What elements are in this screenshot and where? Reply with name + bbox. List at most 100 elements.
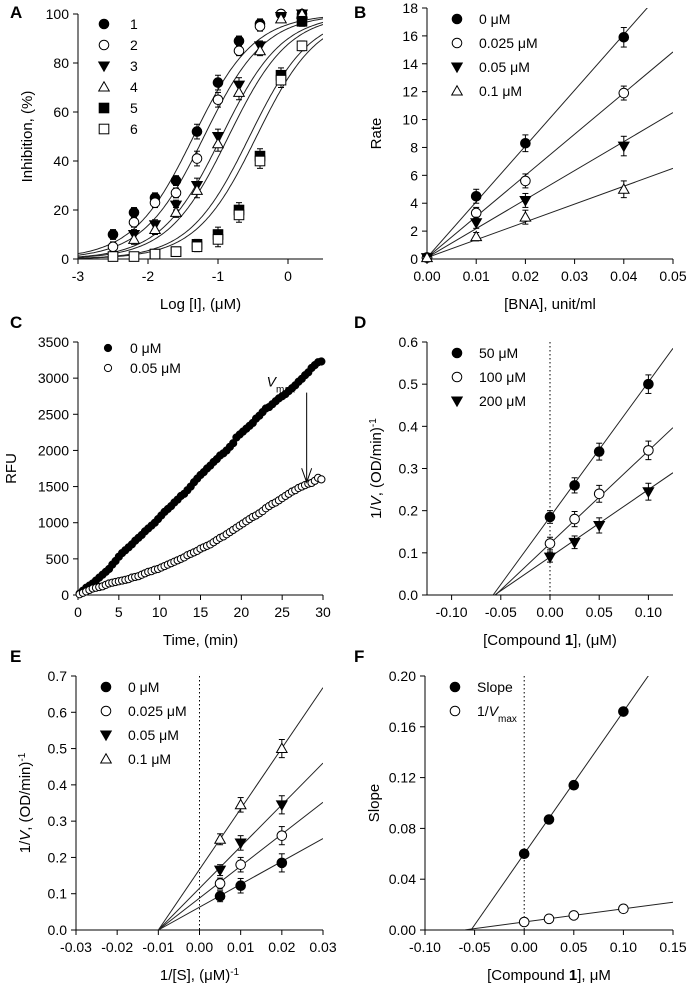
x-tick-label: -0.10 <box>436 604 468 620</box>
y-axis-label-part: V <box>368 494 385 506</box>
y-tick-label: 0.04 <box>389 871 416 887</box>
x-tick-label: 15 <box>193 604 209 620</box>
legend: 50 μM 100 μM 200 μM <box>450 345 526 409</box>
x-tick-label: 0.02 <box>268 939 295 955</box>
x-tick-label: 0.05 <box>560 939 587 955</box>
panel-d: D -0.10 -0.05 0.00 0.05 0.10 0.0 0.1 0.2 0.3 0.4 0.… <box>354 313 673 649</box>
data-point <box>617 141 630 153</box>
data-point <box>617 182 630 194</box>
data-point <box>569 513 580 525</box>
series-4 <box>213 739 288 846</box>
data-point <box>128 251 140 262</box>
y-tick-label: 16 <box>402 28 418 44</box>
fit-curve <box>78 16 323 255</box>
legend-label: 5 <box>130 100 138 116</box>
vmax-arrow-head <box>301 468 313 484</box>
x-tick-label: 25 <box>274 604 290 620</box>
series-2 <box>544 440 654 551</box>
data-point <box>317 357 326 366</box>
legend-marker <box>98 18 110 30</box>
x-axis-label-part: ], μM <box>577 967 611 984</box>
legend-marker <box>103 343 113 353</box>
data-point <box>234 798 247 810</box>
data-point <box>211 137 225 149</box>
series-4 <box>420 180 630 263</box>
legend-marker <box>450 62 464 74</box>
data-point <box>420 251 434 263</box>
x-tick-label: -0.01 <box>142 939 174 955</box>
legend-marker <box>103 363 113 373</box>
data-point <box>254 20 266 32</box>
legend-label: 1 <box>130 16 138 32</box>
fit-line <box>427 112 673 259</box>
legend-marker <box>99 730 113 742</box>
x-tick-label: 0.10 <box>635 604 662 620</box>
data-point <box>148 223 162 235</box>
x-tick-label: 0 <box>284 268 292 284</box>
x-axis-label: [BNA], unit/ml <box>504 296 596 313</box>
legend-label: 0.025 μM <box>128 703 187 719</box>
y-axis-label: Rate <box>368 118 385 150</box>
data-point <box>128 216 140 228</box>
series-6 <box>107 40 308 262</box>
legend-marker <box>450 84 464 96</box>
y-tick-label: 0.0 <box>399 587 419 603</box>
legend-marker <box>449 705 461 717</box>
data-point <box>470 207 482 219</box>
y-axis-label: RFU <box>3 453 20 484</box>
y-tick-label: 0 <box>410 251 418 267</box>
panel-label: B <box>354 3 366 22</box>
legend-marker <box>450 396 464 408</box>
y-tick-label: 8 <box>410 139 418 155</box>
data-point <box>214 890 226 902</box>
x-axis-label: 1/[S], (μM)-1 <box>160 967 240 985</box>
x-tick-label: 0.03 <box>561 268 588 284</box>
data-point <box>642 487 655 498</box>
y-tick-label: 12 <box>402 84 418 100</box>
legend: Slope 1/Vmax <box>449 679 517 725</box>
x-tick-label: 0.05 <box>659 268 686 284</box>
fit-curve <box>78 18 323 256</box>
data-point <box>593 520 606 532</box>
panel-a: A -3 -2 -1 0 0 20 40 60 80 100 Log [I], (μM) Inhibit… <box>10 3 323 313</box>
x-tick-label: 5 <box>115 604 123 620</box>
series-4 <box>127 7 309 245</box>
panel-label: C <box>10 313 22 332</box>
legend-marker <box>98 39 110 51</box>
series-1 <box>107 8 308 240</box>
legend-label: 50 μM <box>479 345 518 361</box>
x-axis-label-part: 1/[S], (μM) <box>160 967 230 984</box>
vmax-annotation-main: V <box>267 374 278 390</box>
data-point <box>470 190 482 202</box>
x-tick-label: 0.00 <box>186 939 213 955</box>
y-tick-label: 100 <box>46 6 70 22</box>
y-axis-label: 1/V, (OD/min)-1 <box>368 418 386 519</box>
y-axis-label-part: V <box>17 829 34 841</box>
legend: 0 μM 0.025 μM 0.05 μM 0.1 μM <box>99 679 187 767</box>
data-point <box>275 74 287 86</box>
data-point <box>470 218 483 230</box>
legend-marker <box>451 371 463 383</box>
legend-label: 0.025 μM <box>479 35 538 51</box>
legend: 0 μM 0.05 μM <box>103 340 181 376</box>
legend-label-part: max <box>498 714 517 725</box>
series-3 <box>543 482 655 564</box>
data-point <box>317 475 326 484</box>
legend: 1 2 3 4 5 6 <box>97 16 138 137</box>
panel-f: F -0.10 -0.05 0.00 0.05 0.10 0.15 0.00 0.04 0.08 0… <box>354 647 687 984</box>
data-point <box>233 45 245 57</box>
legend-label: 0.05 μM <box>130 360 181 376</box>
data-point <box>618 903 629 915</box>
y-tick-label: 0.6 <box>399 334 419 350</box>
legend-marker <box>99 752 113 764</box>
vmax-annotation: Vmax <box>267 374 295 396</box>
legend-label: 2 <box>130 37 138 53</box>
x-tick-label: -0.10 <box>409 939 441 955</box>
y-tick-label: 0.0 <box>48 922 68 938</box>
legend-label: 3 <box>130 58 138 74</box>
x-tick-label: 0 <box>74 604 82 620</box>
legend-label: 1/Vmax <box>477 703 517 725</box>
legend-label: 100 μM <box>479 369 526 385</box>
data-point <box>544 511 556 523</box>
data-point <box>149 248 161 260</box>
